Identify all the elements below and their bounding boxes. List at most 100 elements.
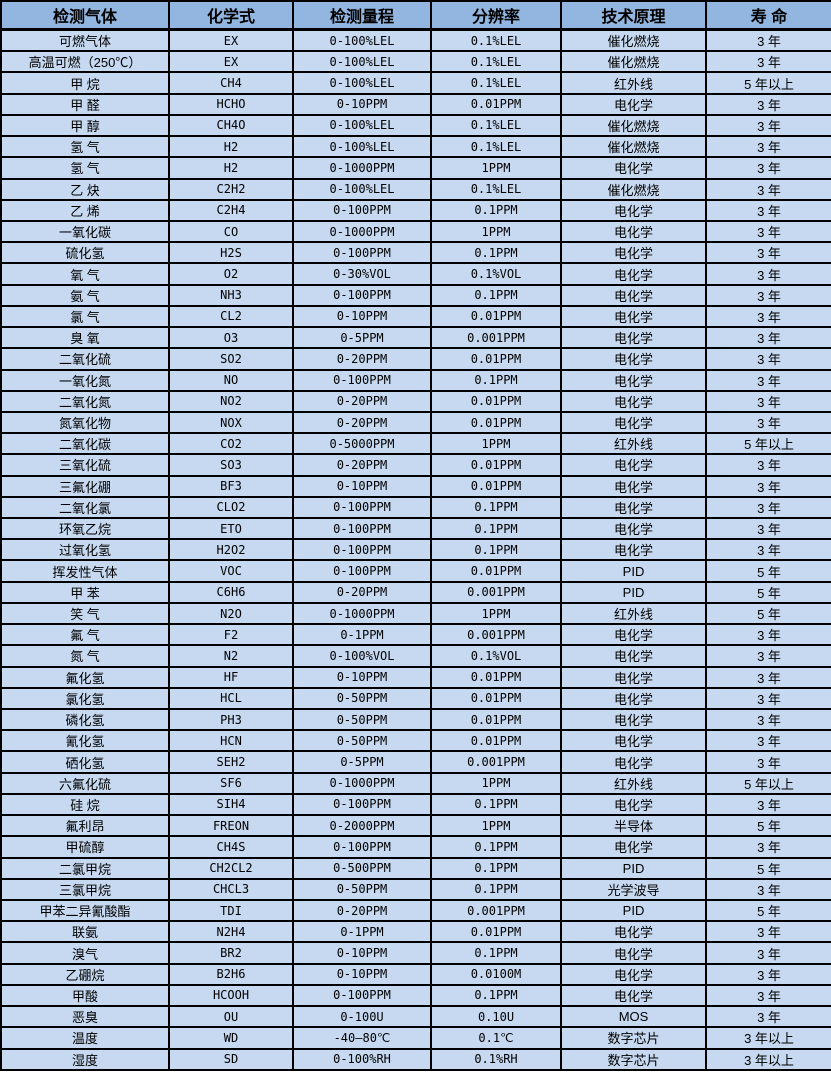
table-cell-resolution: 0.1%LEL xyxy=(430,50,562,74)
table-cell-lifespan: 5 年以上 xyxy=(705,71,831,95)
table-cell-lifespan: 3 年 xyxy=(705,262,831,286)
table-cell-gas: 氢 气 xyxy=(0,135,170,159)
table-cell-formula: EX xyxy=(168,28,294,53)
table-cell-principle: 数字芯片 xyxy=(560,1026,707,1050)
table-row: 甲 醇 CH4O 0-100%LEL 0.1%LEL 催化燃烧 3 年 xyxy=(0,113,831,138)
table-row: 甲酸 HCOOH 0-100PPM 0.1PPM 电化学 3 年 xyxy=(0,983,831,1008)
table-cell-gas: 氨 气 xyxy=(0,283,170,307)
table-cell-gas: 氟 气 xyxy=(0,623,170,647)
table-cell-formula: N2H4 xyxy=(168,920,294,944)
table-cell-range: 0-1000PPM xyxy=(292,771,432,795)
table-cell-principle: 催化燃烧 xyxy=(560,113,707,138)
table-cell-gas: 湿度 xyxy=(0,1047,170,1071)
table-cell-resolution: 0.001PPM xyxy=(430,898,562,923)
table-cell-principle: 电化学 xyxy=(560,241,707,265)
table-cell-range: 0-5PPM xyxy=(292,326,432,350)
table-row: 乙硼烷 B2H6 0-10PPM 0.0100M 电化学 3 年 xyxy=(0,962,831,986)
column-header-gas: 检测气体 xyxy=(0,0,170,31)
table-cell-resolution: 0.1PPM xyxy=(430,283,562,307)
table-cell-gas: 甲苯二异氰酸酯 xyxy=(0,898,170,923)
table-row: 氟 气 F2 0-1PPM 0.001PPM 电化学 3 年 xyxy=(0,623,831,647)
table-body: 可燃气体 EX 0-100%LEL 0.1%LEL 催化燃烧 3 年高温可燃（250℃） E… xyxy=(0,28,831,1071)
table-row: 硫化氢 H2S 0-100PPM 0.1PPM 电化学 3 年 xyxy=(0,241,831,265)
table-cell-gas: 甲 醇 xyxy=(0,113,170,138)
table-cell-lifespan: 3 年 xyxy=(705,368,831,392)
table-cell-gas: 六氟化硫 xyxy=(0,771,170,795)
table-cell-gas: 一氧化氮 xyxy=(0,368,170,392)
table-cell-range: 0-100%RH xyxy=(292,1047,432,1071)
table-cell-lifespan: 5 年 xyxy=(705,559,831,583)
table-cell-resolution: 0.01PPM xyxy=(430,389,562,413)
table-cell-lifespan: 3 年 xyxy=(705,453,831,477)
table-cell-gas: 二氧化氮 xyxy=(0,389,170,413)
table-cell-lifespan: 3 年 xyxy=(705,517,831,541)
table-cell-formula: SO2 xyxy=(168,347,294,371)
table-cell-gas: 氯 气 xyxy=(0,304,170,329)
table-cell-principle: 电化学 xyxy=(560,347,707,371)
table-cell-formula: C2H4 xyxy=(168,198,294,222)
table-cell-gas: 恶臭 xyxy=(0,1005,170,1029)
table-cell-gas: 三氟化硼 xyxy=(0,474,170,498)
table-cell-gas: 氟化氢 xyxy=(0,665,170,689)
table-cell-range: 0-10PPM xyxy=(292,92,432,116)
table-cell-lifespan: 3 年 xyxy=(705,941,831,965)
table-cell-resolution: 1PPM xyxy=(430,219,562,244)
table-cell-gas: 氟利昂 xyxy=(0,814,170,838)
table-cell-formula: WD xyxy=(168,1026,294,1050)
table-cell-resolution: 1PPM xyxy=(430,432,562,456)
table-cell-gas: 乙 烯 xyxy=(0,198,170,222)
table-cell-principle: 电化学 xyxy=(560,941,707,965)
table-cell-gas: 硅 烷 xyxy=(0,792,170,817)
table-cell-resolution: 0.1PPM xyxy=(430,241,562,265)
table-cell-resolution: 0.10U xyxy=(430,1005,562,1029)
table-cell-range: 0-20PPM xyxy=(292,347,432,371)
table-cell-resolution: 0.01PPM xyxy=(430,92,562,116)
table-row: 甲 醛 HCHO 0-10PPM 0.01PPM 电化学 3 年 xyxy=(0,92,831,116)
table-cell-principle: 催化燃烧 xyxy=(560,177,707,201)
table-cell-principle: 电化学 xyxy=(560,707,707,732)
table-cell-formula: CO xyxy=(168,219,294,244)
table-cell-gas: 磷化氢 xyxy=(0,707,170,732)
table-cell-principle: PID xyxy=(560,580,707,604)
table-cell-resolution: 0.0100M xyxy=(430,962,562,986)
table-cell-range: 0-2000PPM xyxy=(292,814,432,838)
table-cell-formula: SF6 xyxy=(168,771,294,795)
table-cell-formula: C6H6 xyxy=(168,580,294,604)
table-cell-formula: H2 xyxy=(168,156,294,180)
table-cell-lifespan: 3 年以上 xyxy=(705,1047,831,1071)
table-cell-range: 0-100%LEL xyxy=(292,28,432,53)
table-cell-formula: O3 xyxy=(168,326,294,350)
table-cell-range: 0-5000PPM xyxy=(292,432,432,456)
table-cell-range: 0-50PPM xyxy=(292,707,432,732)
table-cell-formula: OU xyxy=(168,1005,294,1029)
table-cell-principle: 电化学 xyxy=(560,644,707,668)
table-cell-resolution: 0.01PPM xyxy=(430,347,562,371)
table-cell-principle: 电化学 xyxy=(560,368,707,392)
table-cell-range: 0-1PPM xyxy=(292,623,432,647)
column-header-principle: 技术原理 xyxy=(560,0,707,31)
table-cell-formula: H2 xyxy=(168,135,294,159)
table-cell-formula: HF xyxy=(168,665,294,689)
table-cell-range: 0-1PPM xyxy=(292,920,432,944)
table-cell-lifespan: 5 年 xyxy=(705,814,831,838)
table-cell-formula: N2 xyxy=(168,644,294,668)
table-cell-principle: 催化燃烧 xyxy=(560,135,707,159)
table-cell-principle: 电化学 xyxy=(560,156,707,180)
table-row: 乙 烯 C2H4 0-100PPM 0.1PPM 电化学 3 年 xyxy=(0,198,831,222)
table-cell-gas: 一氧化碳 xyxy=(0,219,170,244)
table-cell-range: 0-10PPM xyxy=(292,962,432,986)
table-cell-formula: TDI xyxy=(168,898,294,923)
table-cell-range: 0-30%VOL xyxy=(292,262,432,286)
table-cell-formula: SD xyxy=(168,1047,294,1071)
table-cell-resolution: 0.1PPM xyxy=(430,983,562,1008)
table-cell-range: 0-100PPM xyxy=(292,835,432,859)
table-cell-formula: BF3 xyxy=(168,474,294,498)
table-cell-formula: SIH4 xyxy=(168,792,294,817)
table-cell-principle: 电化学 xyxy=(560,750,707,774)
table-cell-gas: 三氯甲烷 xyxy=(0,877,170,901)
table-cell-resolution: 0.1℃ xyxy=(430,1026,562,1050)
table-cell-lifespan: 3 年 xyxy=(705,962,831,986)
table-cell-lifespan: 5 年 xyxy=(705,580,831,604)
table-cell-principle: 电化学 xyxy=(560,389,707,413)
